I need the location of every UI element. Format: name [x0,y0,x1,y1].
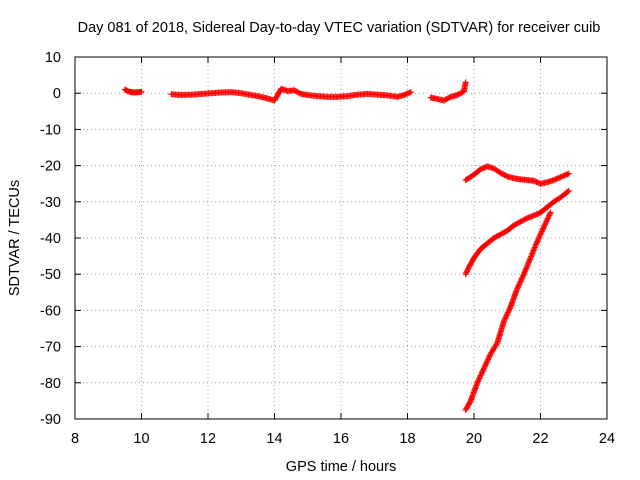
data-point [565,187,572,194]
data-point [138,88,145,95]
data-point [547,209,554,216]
data-points [121,79,572,413]
grid [75,57,607,419]
data-point-fill [522,215,529,222]
x-tick-label: 20 [466,431,482,447]
data-point-fill [561,172,568,179]
data-point-fill [564,171,571,178]
y-tick-label: -60 [40,303,61,319]
data-point-fill [493,341,500,348]
data-point-fill [558,173,565,180]
x-tick-label: 8 [71,431,79,447]
data-point-fill [562,171,569,178]
y-tick-label: -30 [40,195,61,211]
y-tick-label: -90 [40,412,61,428]
tick-labels: 8 10 12 14 16 18 20 22 24 10 0 -10 -20 -30 -40 -50 -60 -7… [40,50,615,447]
series-3 [462,187,572,278]
data-point-fill [564,188,571,195]
y-tick-label: -40 [40,231,61,247]
data-point [462,79,469,86]
data-point-fill [502,172,509,179]
data-point-fill [446,94,453,101]
series-1 [121,79,469,104]
chart-title: Day 081 of 2018, Sidereal Day-to-day VTE… [78,20,601,36]
y-tick-label: 10 [45,50,61,66]
data-point-fill [560,172,567,179]
series-4 [462,209,554,413]
data-point-fill [466,399,473,406]
x-tick-label: 16 [333,431,349,447]
y-tick-label: -50 [40,267,61,283]
x-tick-label: 18 [399,431,415,447]
x-tick-label: 10 [133,431,149,447]
data-point [565,170,572,177]
series-2 [462,163,572,187]
data-point [557,174,564,181]
x-tick-label: 14 [266,431,282,447]
x-axis-label: GPS time / hours [286,459,396,475]
y-tick-label: -10 [40,122,61,138]
y-tick-label: -70 [40,340,61,356]
data-point-fill [296,90,303,97]
x-tick-label: 24 [599,431,615,447]
x-tick-label: 22 [532,431,548,447]
y-tick-label: -80 [40,376,61,392]
plot-border [74,56,608,420]
y-tick-label: 0 [53,86,61,102]
data-point [407,89,414,96]
y-axis-label: SDTVAR / TECUs [7,180,23,296]
y-tick-label: -20 [40,159,61,175]
x-tick-label: 12 [200,431,216,447]
